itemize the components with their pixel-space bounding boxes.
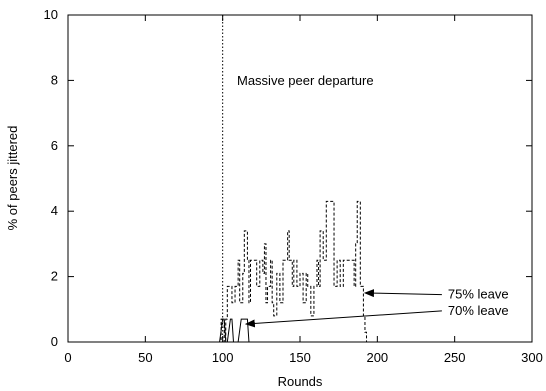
y-tick-label-1: 2	[51, 269, 58, 284]
event-line-label: Massive peer departure	[237, 73, 374, 88]
y-axis-title: % of peers jittered	[5, 126, 20, 231]
y-tick-label-2: 4	[51, 203, 58, 218]
annotation-label-0: 75% leave	[448, 287, 509, 302]
y-tick-label-3: 6	[51, 138, 58, 153]
x-tick-label-4: 200	[366, 350, 388, 365]
annotation-arrow-1	[244, 310, 442, 328]
series-line-1	[68, 318, 532, 343]
x-tick-label-5: 250	[444, 350, 466, 365]
y-tick-label-5: 10	[44, 7, 58, 22]
x-tick-label-2: 100	[212, 350, 234, 365]
y-tick-label-4: 8	[51, 72, 58, 87]
x-tick-label-3: 150	[289, 350, 311, 365]
x-tick-label-0: 0	[64, 350, 71, 365]
annotation-arrow-0	[363, 289, 442, 298]
series-line-0	[68, 200, 368, 343]
x-tick-label-6: 300	[521, 350, 543, 365]
x-axis-title: Rounds	[278, 374, 323, 389]
plot-area	[68, 15, 532, 343]
x-tick-label-1: 50	[138, 350, 152, 365]
axis-ticks: 0 50 100 150 200 250 300 0 2 4 6 8 10	[44, 7, 543, 365]
annotation-label-1: 70% leave	[448, 303, 509, 318]
y-tick-label-0: 0	[51, 334, 58, 349]
